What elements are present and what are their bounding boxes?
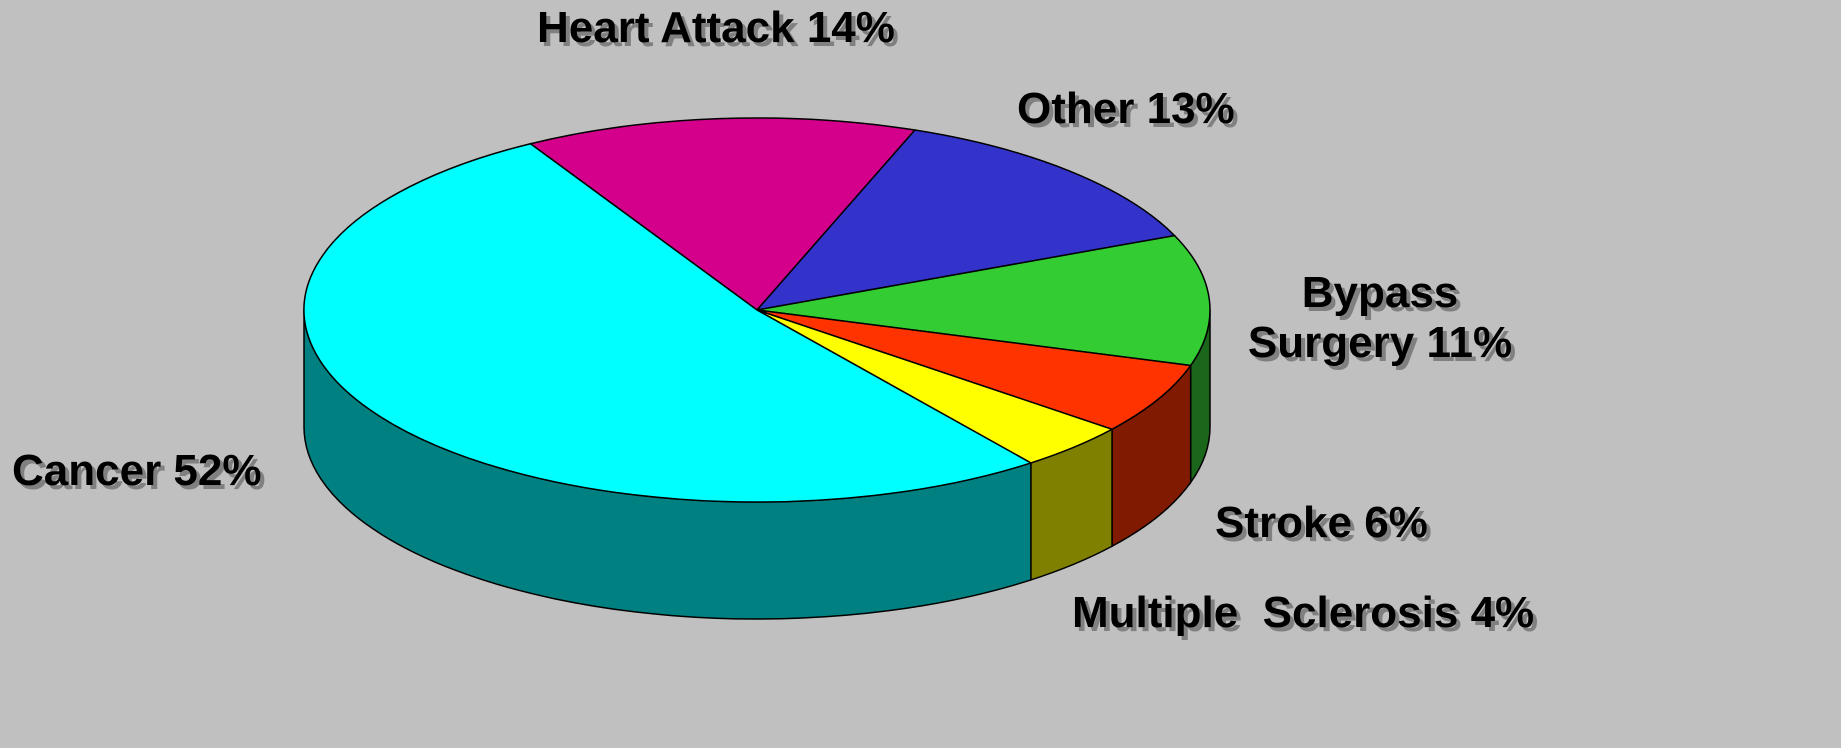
category-label: Bypass Surgery bbox=[1247, 268, 1471, 367]
value-label: 13% bbox=[1146, 84, 1235, 133]
slice bbox=[303, 142, 1033, 503]
value-label: 14% bbox=[806, 3, 895, 52]
value-label: 11% bbox=[1426, 318, 1513, 367]
value-label: 6% bbox=[1364, 498, 1428, 547]
category-label: Cancer bbox=[12, 446, 162, 495]
slice-label: Stroke 6% bbox=[1215, 498, 1515, 548]
slice-label: Bypass Surgery 11% bbox=[1230, 268, 1530, 368]
slice bbox=[755, 129, 1177, 312]
category-label: Stroke bbox=[1215, 498, 1352, 547]
slice bbox=[756, 234, 1211, 367]
category-label: Heart Attack bbox=[537, 3, 795, 52]
value-label: 4% bbox=[1470, 588, 1535, 637]
slice-label: Multiple Sclerosis 4% bbox=[1072, 588, 1841, 638]
slice-label: Heart Attack 14% bbox=[537, 3, 957, 53]
slice-label: Cancer 52% bbox=[12, 446, 332, 496]
slice bbox=[756, 309, 1193, 431]
slice-label: Other 13% bbox=[1017, 84, 1337, 134]
value-label: 52% bbox=[173, 446, 262, 495]
slice bbox=[528, 117, 917, 312]
category-label: Multiple Sclerosis bbox=[1072, 588, 1459, 637]
category-label: Other bbox=[1017, 84, 1135, 133]
